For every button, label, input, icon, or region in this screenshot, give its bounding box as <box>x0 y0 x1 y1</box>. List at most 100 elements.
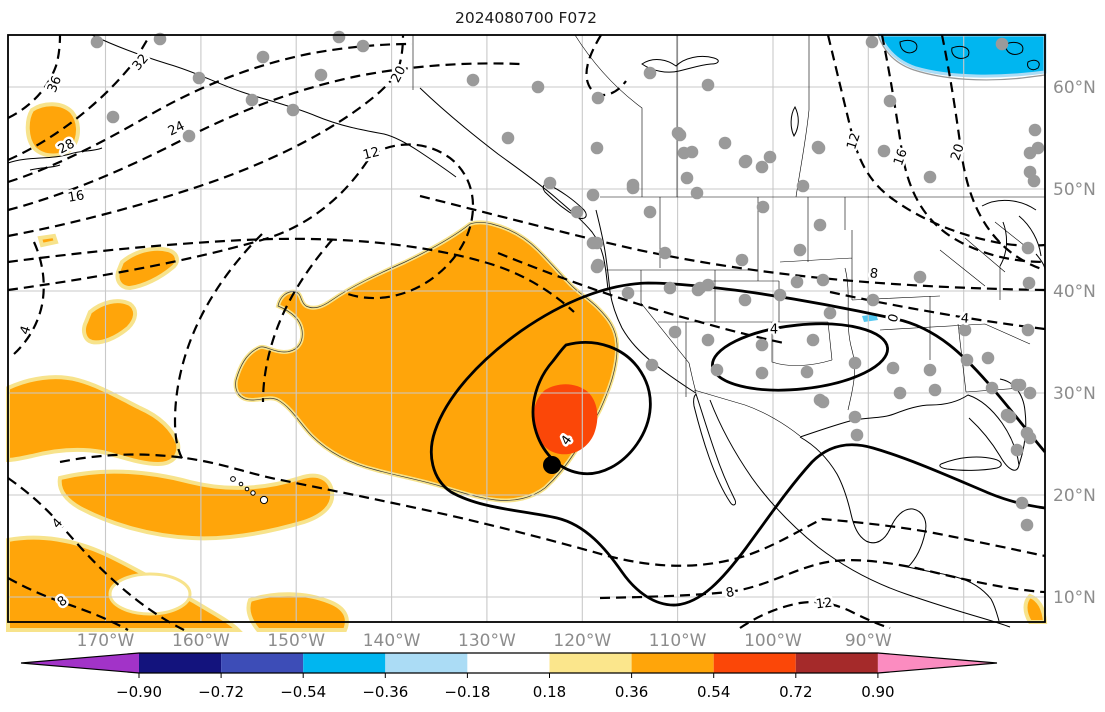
station-dot <box>738 155 752 169</box>
colorbar-segment <box>385 653 468 673</box>
station-dot <box>995 37 1009 51</box>
station-dot <box>1023 146 1037 160</box>
station-dot <box>256 50 270 64</box>
station-dot <box>735 253 749 267</box>
baja-california <box>693 393 736 506</box>
station-dot <box>877 144 891 158</box>
station-dot <box>680 171 694 185</box>
station-dot <box>531 80 545 94</box>
orange-blob-a <box>115 246 179 291</box>
station-dot <box>332 30 346 44</box>
station-dot <box>848 410 862 424</box>
station-dot <box>356 39 370 53</box>
colorbar-tick-label: −0.36 <box>362 683 408 701</box>
orange-blob-b <box>82 299 137 345</box>
plot-title: 2024080700 F072 <box>455 9 597 27</box>
contour-label: 0 <box>886 312 903 324</box>
station-dot <box>816 273 830 287</box>
axis-tick-labels: 170°W 160°W 150°W 140°W 130°W 120°W 110°W 100°W… <box>77 78 1096 651</box>
station-dot <box>755 338 769 352</box>
station-dot <box>913 270 927 284</box>
marker-dot <box>543 456 561 474</box>
station-dot <box>816 395 830 409</box>
station-dot <box>981 351 995 365</box>
station-dot <box>796 179 810 193</box>
colorbar-segment <box>549 653 632 673</box>
us-state-borders <box>606 197 1031 437</box>
station-dot <box>848 356 862 370</box>
station-dot <box>773 288 787 302</box>
lon-tick-label: 90°W <box>845 631 892 651</box>
orange-region-se-corner <box>1023 593 1048 624</box>
contour-label: 4 <box>960 311 970 327</box>
station-dot <box>182 129 196 143</box>
lat-tick-label: 20°N <box>1053 486 1096 506</box>
colorbar-segment <box>303 653 386 673</box>
station-dot <box>1021 241 1035 255</box>
contour-label: 4 <box>49 516 66 532</box>
contour-label: 8 <box>869 266 879 282</box>
station-dot <box>645 358 659 372</box>
station-dot <box>621 286 635 300</box>
contour-label: 4 <box>18 324 35 337</box>
northern-lakes <box>899 39 1040 71</box>
station-dot <box>90 35 104 49</box>
station-dot <box>701 278 715 292</box>
lon-tick-label: 120°W <box>553 631 611 651</box>
great-slave-lake <box>641 55 719 73</box>
station-dot <box>586 188 600 202</box>
lon-tick-label: 110°W <box>649 631 707 651</box>
plot-border <box>7 34 1046 623</box>
dashed-contours <box>7 34 1046 631</box>
station-dot <box>643 205 657 219</box>
station-dot <box>806 333 820 347</box>
station-dot <box>893 386 907 400</box>
station-dot <box>865 35 879 49</box>
station-dot <box>1003 410 1017 424</box>
station-dot <box>800 365 814 379</box>
lon-tick-label: 130°W <box>458 631 516 651</box>
lake-winnipeg <box>790 105 799 138</box>
station-dots <box>90 30 1045 532</box>
colorbar-segment <box>221 653 304 673</box>
lon-tick-label: 160°W <box>172 631 230 651</box>
station-dot <box>626 181 640 195</box>
us-gulf-coast-florida <box>799 394 1020 471</box>
station-dot <box>710 363 724 377</box>
station-dot <box>883 94 897 108</box>
station-dot <box>673 128 687 142</box>
ak-panhandle-bc-coast <box>419 87 609 291</box>
lat-tick-label: 60°N <box>1053 78 1096 98</box>
colorbar-segment <box>713 653 796 673</box>
station-dot <box>718 136 732 150</box>
gulf-mexico-yucatan-ca <box>799 436 1000 622</box>
marker-dot-layer <box>543 456 561 474</box>
four-contour-loop <box>531 341 652 476</box>
lon-tick-label: 170°W <box>77 631 135 651</box>
colorbar-tick-label: 0.90 <box>861 683 894 701</box>
orange-region-whale <box>57 469 335 541</box>
contour-label: 4 <box>770 323 778 338</box>
station-dot <box>586 236 600 250</box>
colorbar-tick-label: 0.54 <box>697 683 730 701</box>
coastlines <box>7 34 1046 628</box>
station-dot <box>958 323 972 337</box>
colorbar-tick-label: −0.72 <box>198 683 244 701</box>
graticule-grid <box>8 35 1045 622</box>
contour-label: 12 <box>361 145 381 164</box>
station-dot <box>591 91 605 105</box>
shaded-regions <box>6 33 1048 632</box>
station-dot <box>245 93 259 107</box>
station-dot <box>823 306 837 320</box>
station-dot <box>192 71 206 85</box>
station-dot <box>701 333 715 347</box>
contour-label: 8 <box>725 585 736 601</box>
station-dot <box>763 150 777 164</box>
station-dot <box>1021 323 1035 337</box>
contour-label: 12 <box>844 131 863 151</box>
colorbar-segment <box>139 653 222 673</box>
cyan-sliver <box>862 314 878 322</box>
lat-tick-label: 40°N <box>1053 282 1096 302</box>
